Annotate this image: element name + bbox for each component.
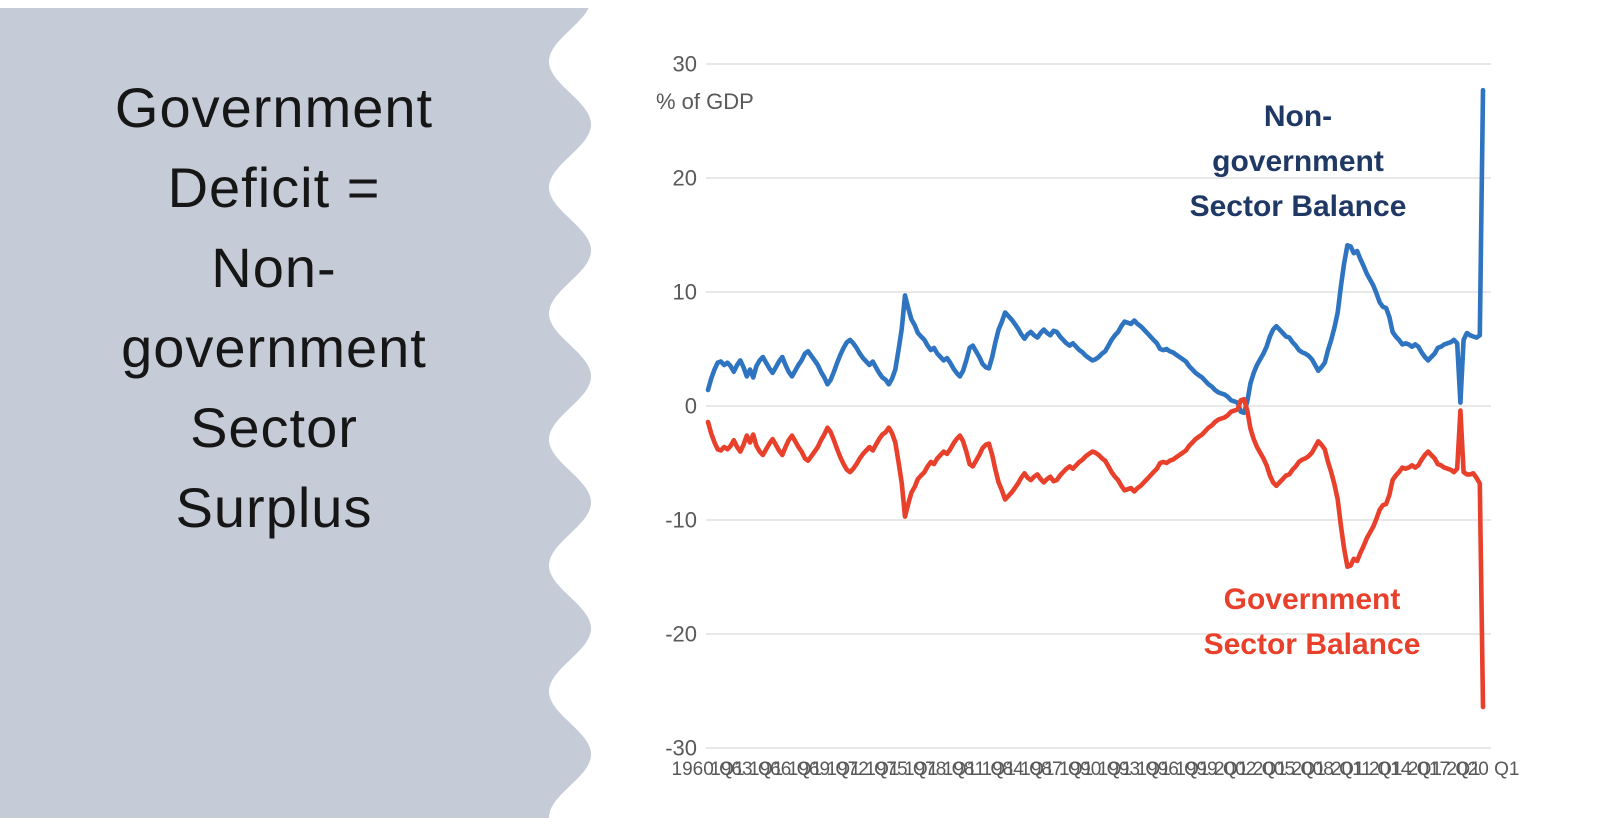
x-tick-label: 1969 Q1 bbox=[788, 759, 861, 780]
x-tick-label: 1996 Q1 bbox=[1137, 759, 1210, 780]
x-tick-label: 1987 Q1 bbox=[1020, 759, 1093, 780]
y-tick-label: 0 bbox=[685, 394, 697, 419]
y-tick-label: -10 bbox=[665, 508, 697, 533]
x-tick-label: 1978 Q1 bbox=[904, 759, 977, 780]
x-tick-label: 2017 Q1 bbox=[1408, 759, 1481, 780]
x-tick-label: 2005 Q1 bbox=[1253, 759, 1326, 780]
series-line-non-government bbox=[705, 87, 1486, 416]
y-tick-label: 20 bbox=[673, 166, 697, 191]
x-tick-label: 1960 Q1 bbox=[672, 759, 745, 780]
x-tick-label: 1966 Q1 bbox=[749, 759, 822, 780]
x-tick-label: 1963 Q1 bbox=[710, 759, 783, 780]
x-tick-label: 1972 Q1 bbox=[827, 759, 900, 780]
x-tick-label: 1990 Q1 bbox=[1059, 759, 1132, 780]
y-tick-label: -20 bbox=[665, 622, 697, 647]
annotation-line: Non- bbox=[1264, 100, 1332, 133]
series-line-government bbox=[705, 396, 1486, 710]
left-text-panel bbox=[0, 8, 591, 818]
x-tick-label: 2020 Q1 bbox=[1447, 759, 1520, 780]
annotation-line: Government bbox=[1224, 583, 1401, 616]
x-tick-label: 2014 Q1 bbox=[1369, 759, 1442, 780]
annotation-line: Sector Balance bbox=[1190, 190, 1407, 223]
y-tick-label: 10 bbox=[673, 280, 697, 305]
y-axis-unit-label: % of GDP bbox=[656, 89, 754, 114]
x-tick-label: 2011 Q1 bbox=[1331, 759, 1402, 780]
x-tick-label: 1999 Q1 bbox=[1175, 759, 1248, 780]
annotation-line: government bbox=[1212, 145, 1384, 178]
annotation-government: Government Sector Balance bbox=[1204, 583, 1421, 661]
annotation-line: Sector Balance bbox=[1204, 628, 1421, 661]
x-tick-label: 2008 Q1 bbox=[1292, 759, 1365, 780]
y-tick-label: 30 bbox=[673, 52, 697, 77]
x-tick-label: 1984 Q1 bbox=[982, 759, 1055, 780]
x-tick-label: 2002 Q1 bbox=[1214, 759, 1287, 780]
x-tick-label: 1993 Q1 bbox=[1098, 759, 1171, 780]
y-tick-label: -30 bbox=[665, 736, 697, 761]
annotation-non-government: Non-government Sector Balance bbox=[1190, 100, 1407, 223]
slide-title: Government Deficit = Non- government Sec… bbox=[114, 76, 434, 539]
x-tick-label: 1981 Q1 bbox=[943, 759, 1016, 780]
x-tick-label: 1975 Q1 bbox=[865, 759, 938, 780]
